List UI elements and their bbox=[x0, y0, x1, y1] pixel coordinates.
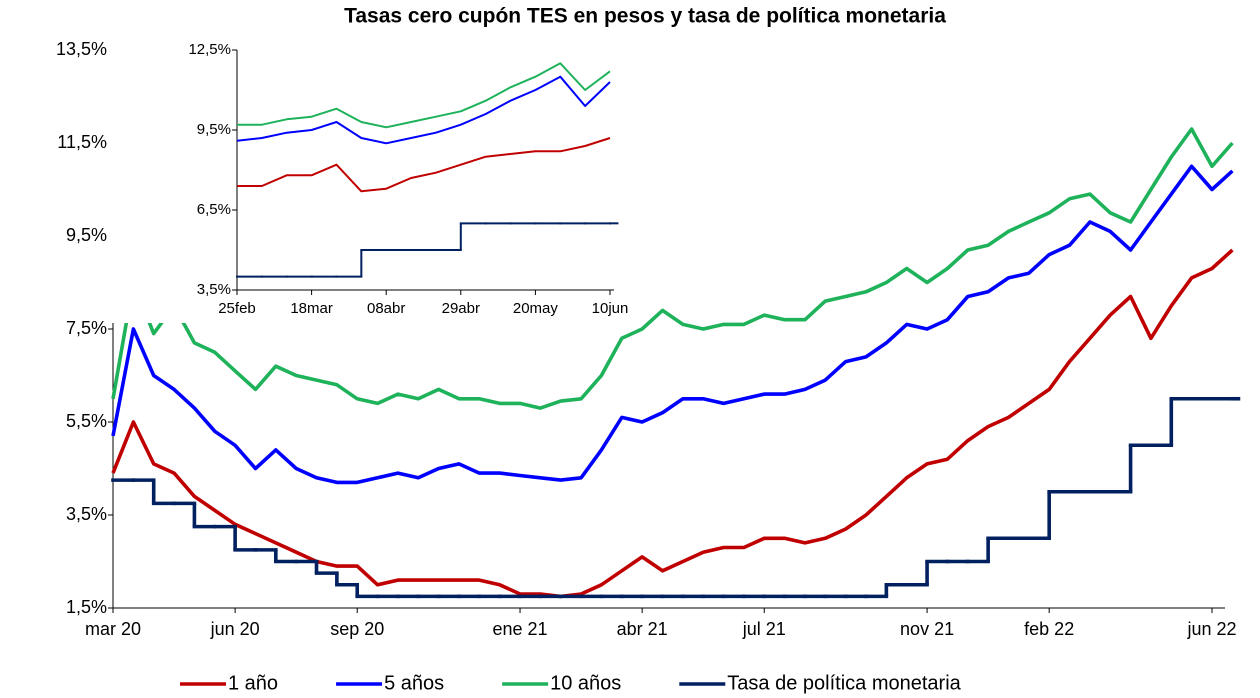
y-tick-label: 9,5% bbox=[66, 225, 107, 245]
y-tick-label: 12,5% bbox=[188, 41, 231, 58]
x-tick-label: 25feb bbox=[218, 300, 256, 317]
legend-label: 5 años bbox=[384, 672, 444, 694]
series-line bbox=[111, 164, 1234, 485]
x-tick-label: 18mar bbox=[290, 300, 333, 317]
x-tick-label: 29abr bbox=[442, 300, 480, 317]
plot: 3,5% 6,5% 9,5% 12,5% 25feb 18mar 08abr 29abr 20m… bbox=[107, 38, 634, 323]
chart-title: Tasas cero cupón TES en pesos y tasa de … bbox=[344, 5, 946, 28]
y-tick-label: 13,5% bbox=[56, 39, 107, 59]
series-line bbox=[111, 248, 1234, 599]
series-line bbox=[237, 137, 611, 193]
series-line bbox=[236, 75, 611, 145]
y-tick-label: 5,5% bbox=[66, 411, 107, 431]
x-tick-label: nov 21 bbox=[900, 619, 954, 639]
series-line bbox=[111, 127, 1234, 410]
x-tick-label: feb 22 bbox=[1024, 619, 1074, 639]
y-tick-label: 6,5% bbox=[197, 201, 231, 218]
x-tick-label: sep 20 bbox=[330, 619, 384, 639]
x-tick-label: 10jun bbox=[592, 300, 629, 317]
y-tick-label: 11,5% bbox=[57, 132, 107, 152]
x-tick-label: mar 20 bbox=[85, 619, 141, 639]
series-line bbox=[237, 62, 611, 129]
y-tick-label: 1,5% bbox=[66, 597, 107, 617]
x-tick-label: 08abr bbox=[367, 300, 405, 317]
legend-label: Tasa de política monetaria bbox=[727, 672, 961, 694]
legend-label: 10 años bbox=[550, 672, 621, 694]
inset-background bbox=[107, 38, 634, 323]
x-tick-label: 20may bbox=[513, 300, 559, 317]
x-tick-label: ene 21 bbox=[493, 619, 548, 639]
y-tick-label: 9,5% bbox=[197, 121, 231, 138]
x-tick-label: abr 21 bbox=[617, 619, 668, 639]
y-tick-label: 7,5% bbox=[66, 318, 107, 338]
plot: 1,5% 3,5% 5,5% 7,5% 9,5% 11,5% 13,5% mar 20 jun … bbox=[56, 39, 1241, 694]
x-tick-label: jun 22 bbox=[1186, 619, 1236, 639]
y-tick-label: 3,5% bbox=[66, 504, 107, 524]
x-tick-label: jun 20 bbox=[210, 619, 260, 639]
legend-label: 1 año bbox=[228, 672, 278, 694]
y-tick-label: 3,5% bbox=[197, 281, 231, 298]
x-tick-label: jul 21 bbox=[742, 619, 786, 639]
